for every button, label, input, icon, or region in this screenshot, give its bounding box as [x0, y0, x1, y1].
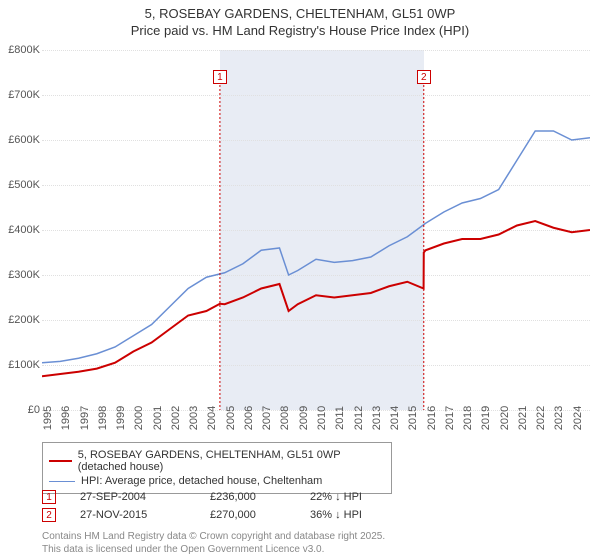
x-axis-label: 2003 [188, 406, 200, 430]
x-axis-label: 2017 [444, 406, 456, 430]
x-axis-label: 2008 [279, 406, 291, 430]
transaction-delta: 36% ↓ HPI [310, 509, 420, 521]
transaction-delta: 22% ↓ HPI [310, 491, 420, 503]
transaction-marker: 1 [42, 490, 56, 504]
series-hpi [42, 131, 590, 363]
y-axis-label: £600K [2, 134, 40, 146]
x-axis-label: 2001 [152, 406, 164, 430]
y-axis-label: £800K [2, 44, 40, 56]
y-axis-label: £500K [2, 179, 40, 191]
legend-label: HPI: Average price, detached house, Chel… [81, 475, 322, 487]
x-axis-label: 2022 [535, 406, 547, 430]
y-axis-label: £300K [2, 269, 40, 281]
legend-box: 5, ROSEBAY GARDENS, CHELTENHAM, GL51 0WP… [42, 442, 392, 494]
legend-label: 5, ROSEBAY GARDENS, CHELTENHAM, GL51 0WP… [78, 449, 385, 473]
legend-swatch [49, 460, 72, 462]
x-axis-label: 2004 [206, 406, 218, 430]
transactions-table: 1 27-SEP-2004£236,00022% ↓ HPI 2 27-NOV-201… [42, 488, 420, 524]
x-axis-label: 2014 [389, 406, 401, 430]
line-series-svg [42, 50, 590, 410]
transaction-row: 2 27-NOV-2015£270,00036% ↓ HPI [42, 506, 420, 524]
x-axis-label: 1999 [115, 406, 127, 430]
x-axis-label: 1997 [79, 406, 91, 430]
x-axis-label: 2000 [133, 406, 145, 430]
x-axis-label: 2011 [334, 406, 346, 430]
y-axis-label: £100K [2, 359, 40, 371]
x-axis-label: 2006 [243, 406, 255, 430]
plot-background: £0£100K£200K£300K£400K£500K£600K£700K£80… [42, 50, 590, 410]
x-axis-label: 2007 [261, 406, 273, 430]
marker-box-1: 1 [213, 70, 227, 84]
x-axis-label: 2005 [225, 406, 237, 430]
y-axis-label: £200K [2, 314, 40, 326]
x-axis-label: 1998 [97, 406, 109, 430]
x-axis-label: 2015 [407, 406, 419, 430]
footer-attribution: Contains HM Land Registry data © Crown c… [42, 530, 385, 556]
x-axis-label: 2012 [353, 406, 365, 430]
transaction-price: £236,000 [210, 491, 310, 503]
x-axis-label: 2010 [316, 406, 328, 430]
transaction-date: 27-SEP-2004 [80, 491, 210, 503]
footer-line-2: This data is licensed under the Open Gov… [42, 543, 385, 556]
transaction-date: 27-NOV-2015 [80, 509, 210, 521]
legend-swatch [49, 481, 75, 482]
x-axis-label: 2019 [480, 406, 492, 430]
transaction-row: 1 27-SEP-2004£236,00022% ↓ HPI [42, 488, 420, 506]
x-axis-label: 2020 [499, 406, 511, 430]
y-axis-label: £0 [2, 404, 40, 416]
x-axis-label: 2024 [572, 406, 584, 430]
x-axis-label: 1996 [60, 406, 72, 430]
footer-line-1: Contains HM Land Registry data © Crown c… [42, 530, 385, 543]
y-axis-label: £700K [2, 89, 40, 101]
x-axis-label: 2021 [517, 406, 529, 430]
legend-item: HPI: Average price, detached house, Chel… [49, 475, 385, 487]
title-sub: Price paid vs. HM Land Registry's House … [0, 23, 600, 38]
series-price_paid [42, 221, 590, 376]
chart-titles: 5, ROSEBAY GARDENS, CHELTENHAM, GL51 0WP… [0, 0, 600, 38]
y-axis-label: £400K [2, 224, 40, 236]
transaction-marker: 2 [42, 508, 56, 522]
title-main: 5, ROSEBAY GARDENS, CHELTENHAM, GL51 0WP [0, 6, 600, 21]
x-axis-label: 2018 [462, 406, 474, 430]
x-axis-label: 2016 [426, 406, 438, 430]
marker-box-2: 2 [417, 70, 431, 84]
legend-item: 5, ROSEBAY GARDENS, CHELTENHAM, GL51 0WP… [49, 449, 385, 473]
x-axis-label: 2023 [553, 406, 565, 430]
x-axis-label: 2002 [170, 406, 182, 430]
x-axis-label: 2009 [298, 406, 310, 430]
chart-area: £0£100K£200K£300K£400K£500K£600K£700K£80… [42, 50, 590, 410]
x-axis-label: 2013 [371, 406, 383, 430]
x-axis-label: 1995 [42, 406, 54, 430]
transaction-price: £270,000 [210, 509, 310, 521]
